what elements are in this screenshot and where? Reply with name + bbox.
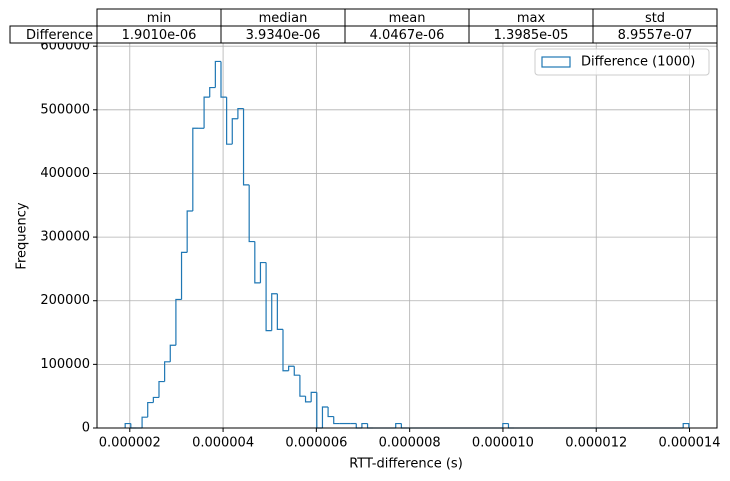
y-tick-label: 500000 [40,102,90,117]
table-value: 3.9340e-06 [246,28,321,43]
histogram-step [180,251,188,300]
table-value: 8.9557e-07 [618,28,693,43]
histogram-step [226,97,233,145]
histogram-step [293,366,300,376]
histogram-step [361,422,368,428]
table-header: std [645,11,665,26]
legend-swatch [541,56,571,68]
histogram-step [147,401,154,418]
histogram-step [395,422,402,428]
histogram-step [220,61,227,98]
histogram-step [366,423,374,429]
histogram-step [124,422,131,428]
x-tick-label: 0.000010 [472,436,534,451]
x-tick-label: 0.000004 [192,436,254,451]
y-axis-label: Frequency [15,202,30,269]
table-value: 1.9010e-06 [122,28,197,43]
table-value: 1.3985e-05 [494,28,569,43]
histogram-step [158,380,165,398]
table-header: mean [389,11,426,26]
histogram-step [141,416,148,428]
histogram-step [242,108,250,186]
plot-frame [96,42,718,429]
y-tick-label: 0 [82,421,90,436]
histogram-step [327,407,334,418]
histogram-step [254,241,261,284]
x-tick-label: 0.000012 [565,436,627,451]
histogram-step [333,416,340,425]
histogram-step [507,423,515,429]
histogram-step [214,60,221,88]
table-header: median [259,11,308,26]
histogram-step [271,293,278,331]
histogram-step [169,344,176,362]
y-tick-label: 100000 [40,357,90,372]
y-tick-label: 400000 [40,166,90,181]
histogram-step [192,127,199,211]
histogram-step [310,391,317,402]
histogram-step [502,422,509,428]
histogram-step [175,298,182,346]
y-tick-label: 300000 [40,230,90,245]
x-tick-label: 0.000002 [99,436,161,451]
histogram-step [231,118,238,145]
histogram-step [282,329,289,372]
histogram-step [682,422,690,428]
histogram-step [288,365,295,371]
histogram-step [304,396,312,403]
histogram-step [209,86,216,98]
histogram-step [259,261,267,283]
histogram-step [130,423,137,429]
histogram-step [186,210,193,253]
histogram-step [316,392,323,429]
histogram-step [400,423,407,429]
histogram-step [265,262,272,332]
histogram-step [203,96,210,129]
x-tick-label: 0.000008 [379,436,441,451]
histogram-step [248,184,255,243]
histogram-step [355,423,362,429]
y-tick-label: 200000 [40,293,90,308]
histogram-step [321,406,329,428]
table-row-label: Difference [26,28,93,43]
x-tick-label: 0.000006 [285,436,347,451]
legend-box [534,48,710,76]
histogram-step [237,107,244,119]
legend-label: Difference (1000) [581,55,695,70]
histogram-step [299,375,306,397]
table-cell [592,25,718,44]
table-header: max [517,11,546,26]
histogram-step [164,361,171,382]
table-value: 4.0467e-06 [370,28,445,43]
histogram-step [276,293,283,330]
x-axis-label: RTT-difference (s) [349,457,463,472]
table-header: min [147,11,172,26]
histogram-step [152,396,159,403]
x-tick-label: 0.000014 [659,436,721,451]
